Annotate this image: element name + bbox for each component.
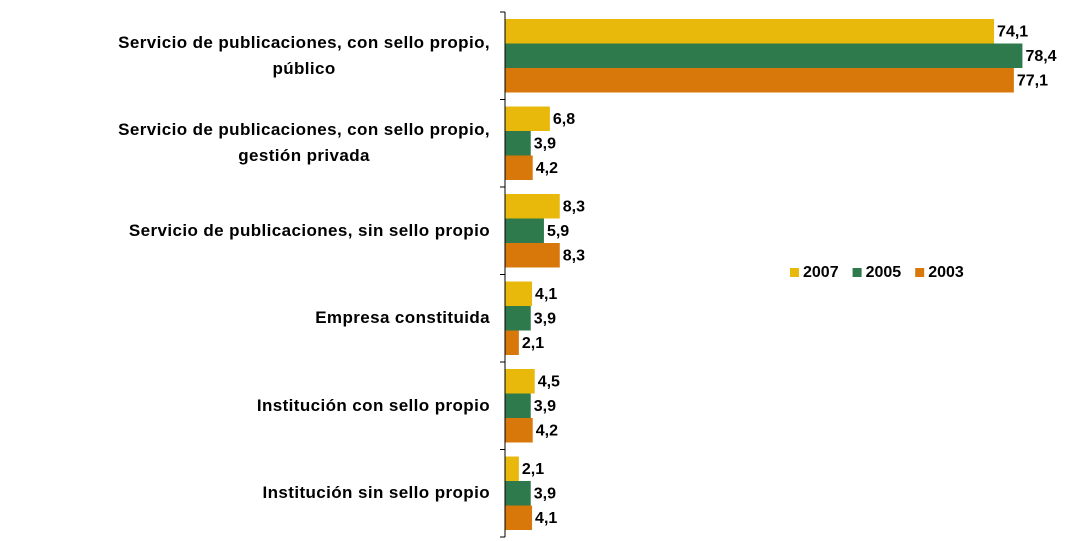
bar xyxy=(505,68,1014,93)
legend-label: 2003 xyxy=(928,264,964,281)
value-label: 3,9 xyxy=(534,485,556,502)
bar xyxy=(505,106,550,131)
value-label: 4,5 xyxy=(538,373,560,390)
value-label: 4,1 xyxy=(535,510,557,527)
bar xyxy=(505,43,1023,68)
legend-swatch xyxy=(790,268,799,277)
value-label: 3,9 xyxy=(534,310,556,327)
value-label: 77,1 xyxy=(1017,72,1048,89)
category-text: Servicio de publicaciones, con sello pro… xyxy=(118,120,490,166)
bar xyxy=(505,155,533,180)
bar xyxy=(505,218,544,243)
category-text: Empresa constituida xyxy=(315,308,490,328)
bar xyxy=(505,194,560,219)
bar xyxy=(505,243,560,268)
value-label: 2,1 xyxy=(522,461,544,478)
category-text: Servicio de publicaciones, sin sello pro… xyxy=(128,220,490,240)
bar xyxy=(505,306,531,331)
category-label: Institución con sello propio xyxy=(0,362,490,450)
value-label: 8,3 xyxy=(563,247,585,264)
category-label: Servicio de publicaciones, sin sello pro… xyxy=(0,187,490,275)
category-label: Institución sin sello propio xyxy=(0,450,490,538)
value-label: 8,3 xyxy=(563,198,585,215)
value-label: 6,8 xyxy=(553,111,575,128)
bar xyxy=(505,418,533,443)
legend-swatch xyxy=(852,268,862,277)
value-label: 4,2 xyxy=(536,422,558,439)
bar xyxy=(505,281,533,306)
category-label: Servicio de publicaciones, con sello pro… xyxy=(0,12,490,100)
bar xyxy=(505,330,519,355)
legend-label: 2005 xyxy=(866,264,902,281)
category-label: Servicio de publicaciones, con sello pro… xyxy=(0,100,490,188)
legend-swatch xyxy=(915,268,925,277)
value-label: 3,9 xyxy=(534,135,556,152)
category-text: Institución sin sello propio xyxy=(262,483,490,503)
value-label: 4,1 xyxy=(535,286,557,303)
category-text: Institución con sello propio xyxy=(256,395,490,415)
bar xyxy=(505,131,531,156)
bar xyxy=(505,369,535,394)
value-label: 78,4 xyxy=(1025,48,1056,65)
category-label: Empresa constituida xyxy=(0,275,490,363)
value-label: 5,9 xyxy=(547,223,569,240)
bar xyxy=(505,19,995,44)
value-label: 2,1 xyxy=(522,335,544,352)
legend-label: 2007 xyxy=(803,264,839,281)
value-label: 3,9 xyxy=(534,398,556,415)
bar xyxy=(505,481,531,506)
bar xyxy=(505,505,533,530)
value-label: 74,1 xyxy=(997,23,1028,40)
bar xyxy=(505,456,519,481)
bar xyxy=(505,393,531,418)
value-label: 4,2 xyxy=(536,160,558,177)
category-text: Servicio de publicaciones, con sello pro… xyxy=(118,32,490,78)
